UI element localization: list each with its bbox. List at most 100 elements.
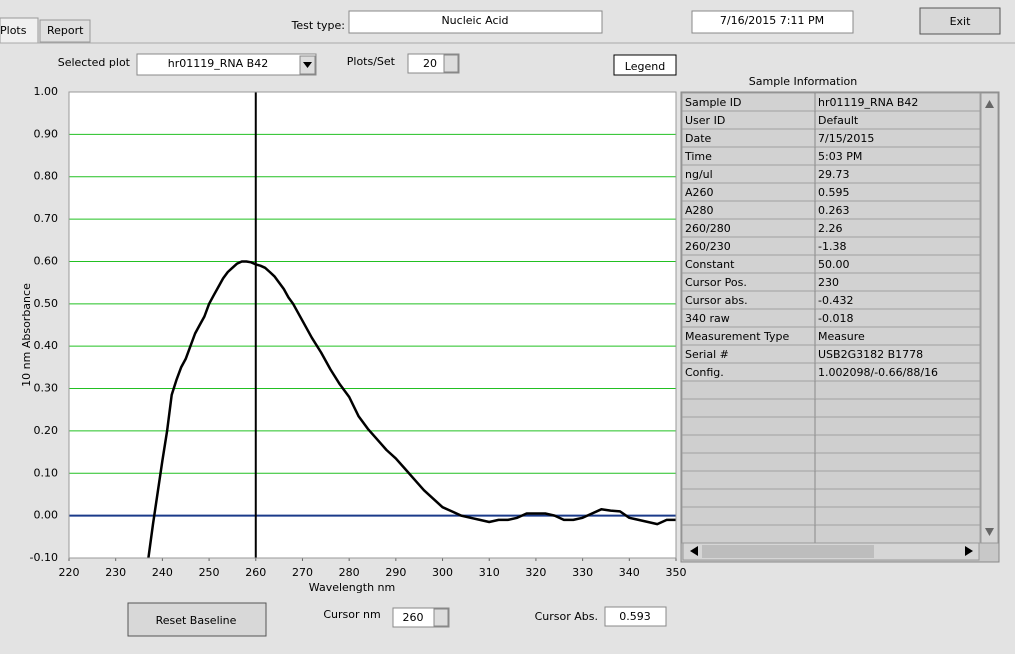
row-label: Measurement Type [685, 330, 790, 343]
exit-button[interactable] [919, 7, 1001, 35]
y-tick-label: 0.80 [34, 170, 59, 183]
row-value: 7/15/2015 [818, 132, 874, 145]
y-tick-label: 0.60 [34, 254, 59, 267]
tab[interactable] [0, 17, 39, 44]
table-row [681, 524, 981, 544]
plot-area [69, 92, 676, 558]
row-value: -1.38 [818, 240, 846, 253]
row-value: 5:03 PM [818, 150, 862, 163]
row-value: 0.263 [818, 204, 850, 217]
scroll-left[interactable] [690, 546, 698, 556]
table-row [681, 398, 981, 418]
row-label: Config. [685, 366, 724, 379]
y-tick-label: 0.30 [34, 382, 59, 395]
test-type-field[interactable] [348, 10, 603, 34]
arrow-icon [303, 62, 312, 68]
y-tick-label: 0.20 [34, 424, 59, 437]
cursor-abs-value: 0.593 [619, 610, 651, 623]
x-tick-label: 330 [572, 566, 593, 579]
row-label: Sample ID [685, 96, 741, 109]
x-tick-label: 300 [432, 566, 453, 579]
cursor-abs-field [604, 606, 667, 627]
x-tick-label: 230 [105, 566, 126, 579]
x-tick-label: 260 [245, 566, 266, 579]
y-tick-label: 0.90 [34, 127, 59, 140]
test-type-value: Nucleic Acid [441, 14, 508, 27]
scroll-right[interactable] [965, 546, 973, 556]
row-value: hr01119_RNA B42 [818, 96, 918, 109]
row-label: Constant [685, 258, 735, 271]
x-tick-label: 290 [385, 566, 406, 579]
x-tick-label: 270 [292, 566, 313, 579]
x-tick-label: 240 [152, 566, 173, 579]
y-tick-label: -0.10 [30, 551, 58, 564]
row-label: A280 [685, 204, 714, 217]
x-tick-label: 320 [525, 566, 546, 579]
table-row [681, 470, 981, 490]
row-value: 29.73 [818, 168, 850, 181]
x-tick-label: 250 [199, 566, 220, 579]
datetime: 7/16/2015 7:11 PM [720, 14, 824, 27]
row-value: 1.002098/-0.66/88/16 [818, 366, 938, 379]
table-row [681, 380, 981, 400]
y-tick-label: 1.00 [34, 85, 59, 98]
y-axis-label: 10 nm Absorbance [20, 283, 33, 387]
x-tick-label: 350 [666, 566, 687, 579]
table-row [681, 416, 981, 436]
x-tick-label: 310 [479, 566, 500, 579]
chart: 1.00 0.90 0.80 0.70 0.60 0.50 0.40 0.30 0.20 0.10… [30, 85, 687, 579]
reset-baseline-button[interactable] [127, 602, 267, 637]
tab[interactable] [39, 19, 91, 43]
legend-label[interactable]: Legend [625, 60, 665, 73]
exit-label[interactable]: Exit [950, 15, 972, 28]
spinner[interactable] [433, 608, 449, 627]
row-label: Cursor abs. [685, 294, 748, 307]
cursor-abs-label: Cursor Abs. [535, 610, 598, 623]
row-label: 260/280 [685, 222, 731, 235]
row-label: Time [684, 150, 712, 163]
v-scrollbar[interactable] [980, 92, 999, 544]
sample-table: Sample ID hr01119_RNA B42 User ID Default Da… [681, 92, 981, 544]
table-row [681, 488, 981, 508]
row-label: 340 raw [685, 312, 730, 325]
row-value: -0.018 [818, 312, 853, 325]
row-label: Date [685, 132, 712, 145]
reset-baseline-label[interactable]: Reset Baseline [156, 614, 237, 627]
row-value: 2.26 [818, 222, 843, 235]
row-label: A260 [685, 186, 714, 199]
scroll-up[interactable] [985, 100, 994, 108]
table-row [681, 434, 981, 454]
y-tick-label: 0.50 [34, 297, 59, 310]
plot-frame [68, 91, 677, 559]
selected-plot-label: Selected plot [58, 56, 131, 69]
row-label: Cursor Pos. [685, 276, 747, 289]
row-value: USB2G3182 B1778 [818, 348, 923, 361]
row-label: Serial # [685, 348, 729, 361]
plots-per-set-label: Plots/Set [347, 55, 396, 68]
x-axis-label: Wavelength nm [309, 581, 395, 594]
row-label: 260/230 [685, 240, 731, 253]
x-tick-label: 340 [619, 566, 640, 579]
y-tick-label: 0.00 [34, 509, 59, 522]
tab-label[interactable]: Report [47, 24, 84, 37]
row-value: 230 [818, 276, 839, 289]
row-label: ng/ul [685, 168, 713, 181]
cursor-nm-value: 260 [403, 611, 424, 624]
selected-plot-value: hr01119_RNA B42 [168, 57, 268, 70]
plots-per-set-value: 20 [423, 57, 437, 70]
tab-label[interactable]: Plots [0, 24, 27, 37]
x-tick-label: 280 [339, 566, 360, 579]
spinner[interactable] [443, 54, 459, 73]
cursor-nm-label: Cursor nm [323, 608, 380, 621]
row-label: User ID [685, 114, 725, 127]
h-scroll-thumb[interactable] [702, 545, 874, 558]
row-value: 50.00 [818, 258, 850, 271]
table-row [681, 452, 981, 472]
selected-plot-dropdown[interactable] [136, 53, 317, 76]
legend-button[interactable] [613, 54, 677, 76]
test-type-label: Test type: [291, 19, 345, 32]
scroll-down[interactable] [985, 528, 994, 536]
sample-info-title: Sample Information [749, 75, 857, 88]
row-value: -0.432 [818, 294, 853, 307]
